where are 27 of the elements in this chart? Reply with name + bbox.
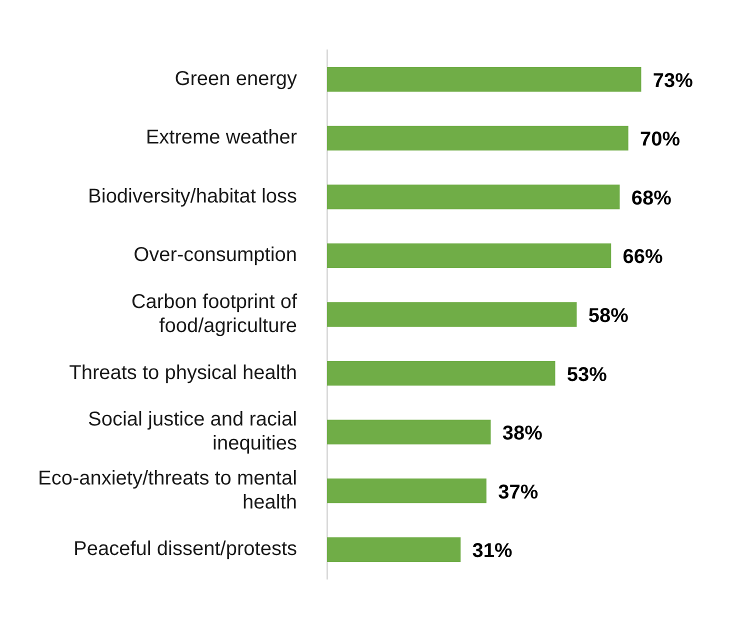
bar — [327, 360, 556, 386]
y-tick-label: Eco-anxiety/threats to mental health — [38, 467, 298, 514]
data-label: 73% — [652, 70, 694, 92]
bar — [327, 302, 577, 327]
bar — [327, 537, 461, 562]
data-label: 38% — [502, 422, 543, 445]
y-tick-label: Peaceful dissent/protests — [74, 538, 298, 560]
data-label: 53% — [566, 364, 608, 386]
data-label: 70% — [640, 128, 680, 151]
y-tick-label: Biodiversity/habitat loss — [88, 185, 298, 208]
y-tick-label: Threats to physical health — [69, 362, 298, 384]
bar — [327, 243, 612, 268]
bar — [327, 420, 491, 444]
data-label: 37% — [498, 481, 538, 504]
y-tick-label: Green energy — [174, 68, 298, 90]
y-tick-label: Extreme weather — [146, 126, 298, 149]
y-tick-label: Over-consumption — [134, 244, 298, 266]
data-label: 66% — [622, 246, 664, 268]
bar — [327, 126, 628, 150]
bar — [327, 67, 642, 92]
y-tick-label: Carbon footprint of food/agriculture — [131, 291, 298, 338]
bar — [327, 184, 620, 210]
y-tick-label: Social justice and racial inequities — [88, 408, 298, 455]
data-label: 31% — [472, 540, 513, 562]
bar — [327, 478, 486, 504]
data-label: 58% — [588, 305, 629, 328]
data-label: 68% — [631, 187, 672, 210]
